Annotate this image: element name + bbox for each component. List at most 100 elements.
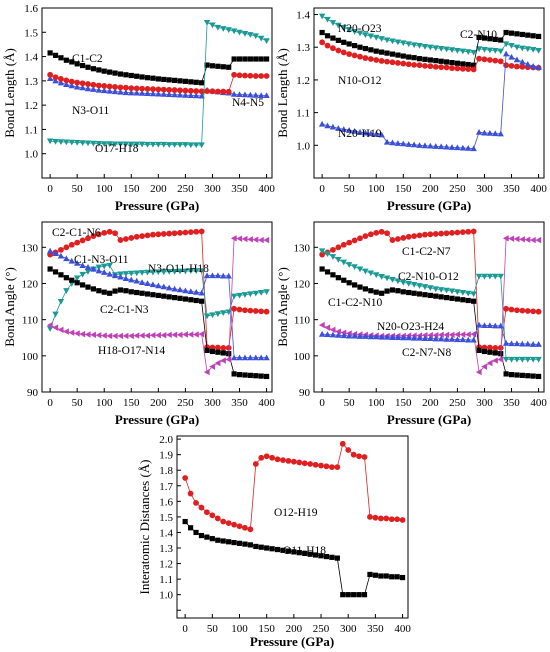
panel-e-series-0-point xyxy=(377,515,384,522)
panel-c-series-1-point xyxy=(193,268,200,275)
panel-e-label-o11-h18: O11-H18 xyxy=(283,545,326,557)
panel-d-series-1-point xyxy=(362,268,369,275)
panel-d-series-3-point xyxy=(535,236,542,244)
panel-a-series-3-point xyxy=(46,138,54,145)
panel-c-series-1-point xyxy=(57,299,65,305)
panel-a-series-3-point xyxy=(214,24,222,31)
panel-a-series-1-point xyxy=(155,90,162,97)
panel-c-series-4-point xyxy=(187,331,194,338)
panel-d-series-2-point xyxy=(514,372,520,378)
panel-e-series-1-point xyxy=(264,545,270,551)
panel-d-marks: 0 50 100 150 200 250 300 350 400 90 100 110 120 130 xyxy=(294,228,547,409)
panel-c-series-4-point xyxy=(236,235,243,242)
panel-e-series-0-point xyxy=(356,453,362,460)
panel-a-series-2-point xyxy=(258,73,265,79)
panel-d-series-4-point xyxy=(427,335,434,342)
panel-a-series-0-point xyxy=(204,62,210,68)
panel-b-series-3-point xyxy=(475,129,483,135)
panel-b-y-tick-label: 1.3 xyxy=(296,42,310,54)
panel-c-series-4-point xyxy=(252,236,259,243)
panel-d-series-1-point xyxy=(475,273,483,280)
panel-c-series-3-point xyxy=(188,297,194,303)
panel-b-series-1-point xyxy=(530,33,536,39)
panel-a-series-1-point xyxy=(106,87,113,94)
panel-d-series-0-point xyxy=(470,228,477,235)
panel-e-ylabel: Interatomic Distances (Å) xyxy=(137,459,152,594)
panel-d-series-1-point xyxy=(535,356,542,363)
panel-a-series-3-point xyxy=(165,142,173,148)
panel-a-series-1-point xyxy=(198,92,205,99)
panel-b-series-1-point xyxy=(406,54,412,60)
panel-e-series-1-point xyxy=(220,538,226,544)
panel-d-series-0-point xyxy=(438,230,445,237)
panel-b-series-3-point xyxy=(492,130,499,137)
panel-b-series-2-point xyxy=(519,63,526,70)
panel-e-series-0-point xyxy=(372,514,379,521)
panel-a-series-3-point xyxy=(68,139,75,146)
panel-a-label-n3-o11: N3-O11 xyxy=(72,105,110,117)
panel-c-series-3-point xyxy=(123,288,129,294)
panel-a-series-0-point xyxy=(171,77,178,83)
panel-a-series-3-point xyxy=(193,142,200,149)
panel-a-series-1-point xyxy=(236,91,243,98)
panel-d-series-1-point xyxy=(329,254,337,260)
panel-a-series-2-point xyxy=(204,88,210,94)
panel-d-series-2-point xyxy=(319,266,325,272)
panel-a-series-3-point xyxy=(176,142,184,148)
panel-c-series-3-point xyxy=(128,289,134,295)
panel-d-series-4-point xyxy=(492,322,499,329)
panel-b-series-3-point xyxy=(432,143,439,149)
panel-a-series-0-point xyxy=(134,73,140,79)
panel-c-series-0-point xyxy=(101,229,108,236)
panel-d-series-0-point xyxy=(535,308,542,315)
panel-a-series-1-point xyxy=(90,86,97,92)
panel-c-series-3-point xyxy=(231,371,237,377)
panel-a-series-3-point xyxy=(182,142,189,148)
panel-c-series-3-point xyxy=(58,272,64,278)
panel-b-plot-frame xyxy=(313,7,545,179)
panel-a-series-0-point xyxy=(242,56,248,62)
panel-d-series-3-point xyxy=(335,328,341,335)
panel-e-series-1-point xyxy=(356,592,362,598)
panel-d-series-2-point xyxy=(443,294,450,301)
panel-c-series-3-point xyxy=(85,284,91,290)
panel-d-series-0-point xyxy=(351,237,358,244)
panel-c-series-4-point xyxy=(214,359,221,367)
panel-c-series-2-point xyxy=(155,282,162,289)
panel-a-series-1-point xyxy=(187,92,195,98)
panel-b-series-1-point xyxy=(341,39,347,45)
panel-b-series-3-point xyxy=(519,58,526,65)
panel-d-series-0-point xyxy=(519,307,526,314)
panel-e-x-tick-label: 250 xyxy=(313,623,330,635)
panel-d-series-0-point xyxy=(492,344,499,351)
panel-c-series-0-line xyxy=(49,230,267,349)
panel-b-series-2-point xyxy=(449,65,455,72)
panel-d-series-1-point xyxy=(454,289,461,296)
panel-a-series-1-point xyxy=(101,87,108,94)
panel-a-series-1-point xyxy=(176,91,184,98)
panel-e-x-tick-label: 350 xyxy=(367,623,384,635)
panel-d-series-0-point xyxy=(373,229,380,236)
panel-b-series-0-point xyxy=(394,39,402,46)
panel-c-series-0-point xyxy=(79,237,86,244)
panel-e-series-1-point xyxy=(258,544,264,550)
panel-c-series-4-point xyxy=(52,324,59,331)
panel-c-series-4-point xyxy=(128,332,134,340)
panel-a-series-0-point xyxy=(226,64,232,70)
panel-d-series-2-point xyxy=(406,289,412,296)
panel-c-series-2-point xyxy=(46,247,54,254)
panel-c-series-1-point xyxy=(79,271,86,278)
panel-e-y-tick-label: 1.4 xyxy=(159,527,173,539)
panel-a-series-1-point xyxy=(149,90,157,97)
panel-c-series-4-point xyxy=(46,321,53,329)
panel-e-x-tick-label: 200 xyxy=(286,623,303,635)
panel-b-series-2-point xyxy=(438,64,445,71)
panel-c-series-3-point xyxy=(74,280,80,286)
panel-a-marks: 0 50 100 150 200 250 300 350 400 1.0 1.1 1.2 1.3 1.4 1… xyxy=(24,3,275,195)
panel-c-series-3-point xyxy=(263,373,270,380)
panel-d-series-2-point xyxy=(530,373,536,379)
panel-b-series-3-point xyxy=(329,123,337,130)
panel-a-series-3-point xyxy=(220,26,227,32)
panel-d-series-3-point xyxy=(329,326,336,333)
panel-c-series-1-point xyxy=(209,312,216,319)
